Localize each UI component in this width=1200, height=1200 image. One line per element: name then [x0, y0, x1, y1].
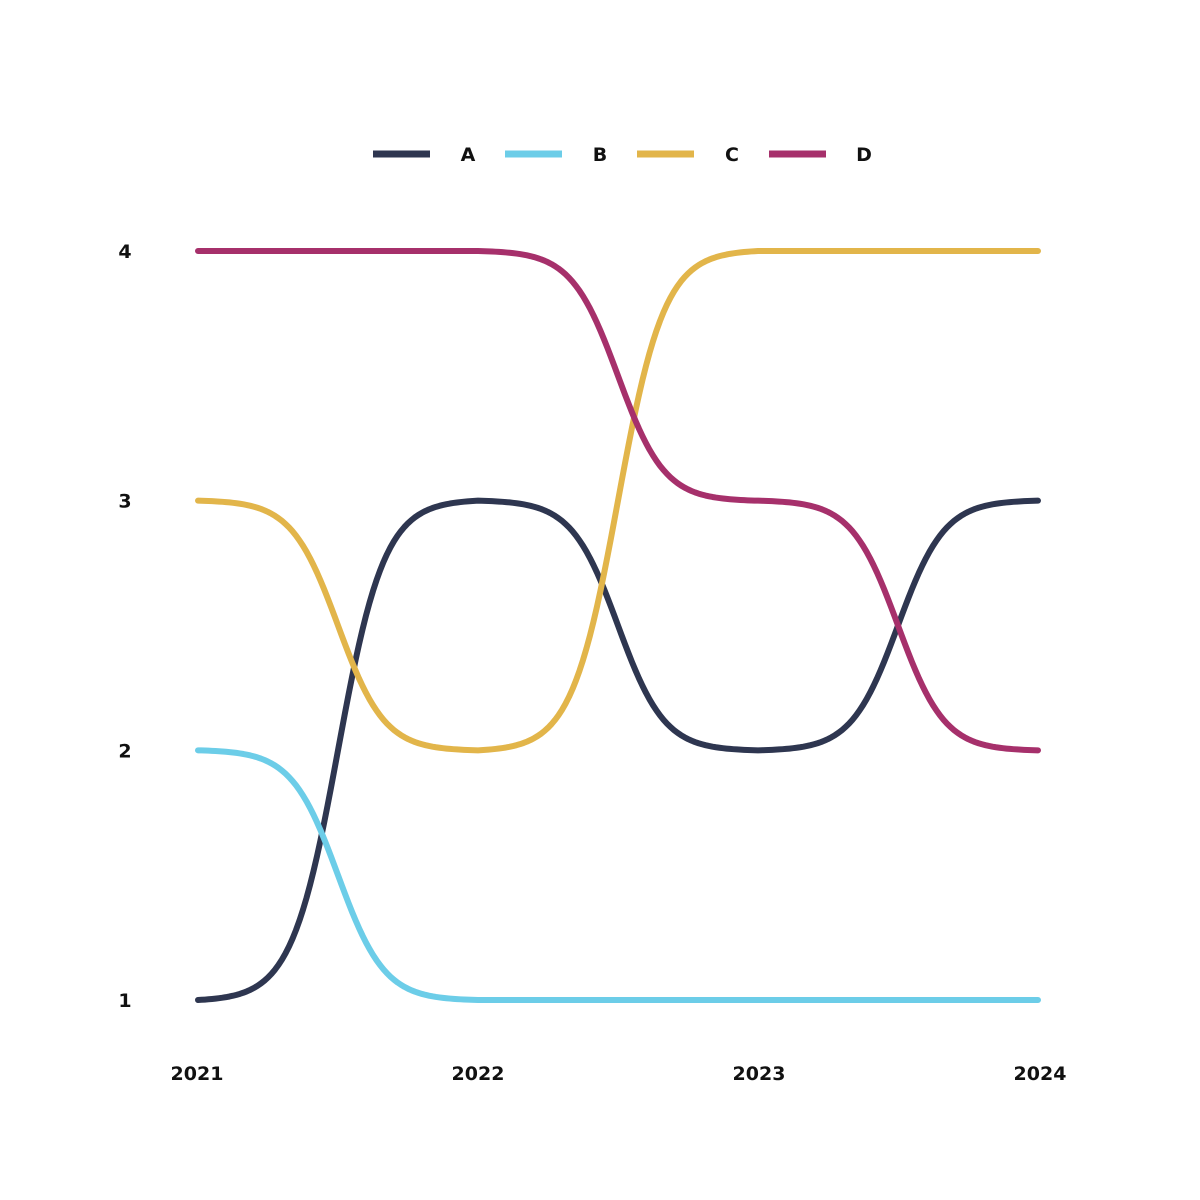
series-line-b [195, 747, 1041, 1003]
y-tick-label: 4 [118, 241, 131, 263]
x-tick-label: 2024 [1014, 1063, 1067, 1085]
series-line-c [195, 248, 1041, 754]
legend: A B C D [373, 144, 872, 166]
y-tick-label: 2 [118, 740, 131, 762]
legend-label-a: A [461, 144, 476, 166]
legend-label-d: D [856, 144, 872, 166]
y-tick-label: 3 [118, 491, 131, 513]
legend-label-c: C [725, 144, 739, 166]
x-tick-label: 2023 [733, 1063, 786, 1085]
y-axis: 1 2 3 4 [118, 241, 131, 1012]
x-tick-label: 2021 [171, 1063, 224, 1085]
legend-label-b: B [593, 144, 607, 166]
x-tick-label: 2022 [452, 1063, 505, 1085]
series-line-d [195, 248, 1041, 754]
y-tick-label: 1 [118, 990, 131, 1012]
series-layer [195, 248, 1041, 1003]
x-axis: 2021 2022 2023 2024 [171, 1063, 1067, 1085]
series-line-a [195, 497, 1041, 1003]
